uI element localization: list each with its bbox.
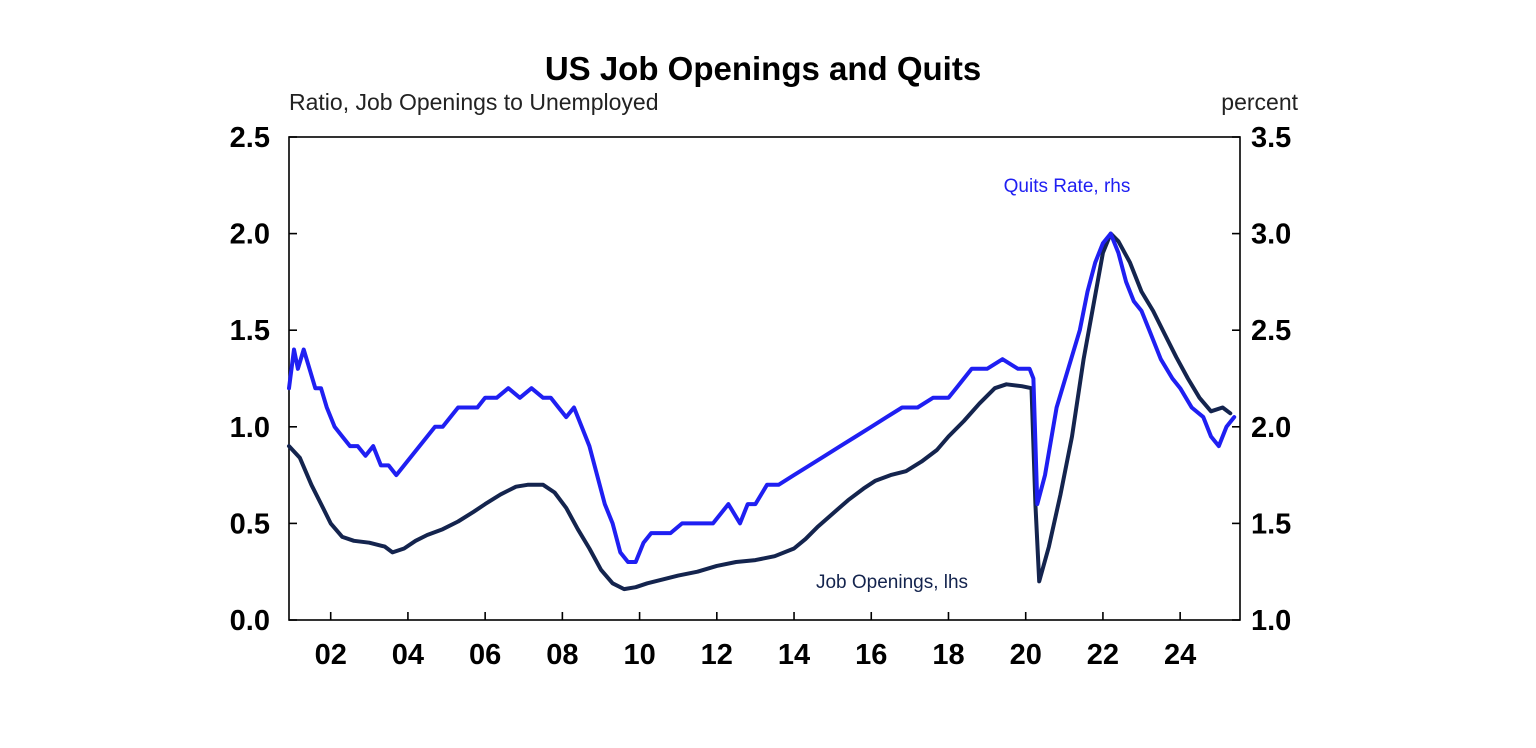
right-y-axis: 1.0 1.5 2.0 2.5 3.0 3.5 (1232, 122, 1291, 637)
right-y-tick-label: 1.0 (1251, 605, 1291, 637)
left-y-tick-label: 1.0 (230, 412, 270, 444)
x-tick-label: 10 (623, 639, 655, 671)
quits-rate-annotation: Quits Rate, rhs (1004, 176, 1131, 197)
x-tick-label: 16 (855, 639, 887, 671)
left-y-tick-label: 0.5 (230, 508, 270, 540)
left-y-tick-label: 2.5 (230, 122, 270, 154)
x-tick-label: 14 (778, 639, 810, 671)
x-tick-label: 04 (392, 639, 424, 671)
right-axis-label: percent (1221, 89, 1298, 115)
x-tick-label: 12 (701, 639, 733, 671)
chart-title: US Job Openings and Quits (545, 50, 981, 87)
job-openings-line (287, 231, 1233, 592)
job-openings-annotation: Job Openings, lhs (816, 572, 968, 593)
left-y-tick-label: 0.0 (230, 605, 270, 637)
quits-rate-line (287, 231, 1237, 564)
x-tick-label: 22 (1087, 639, 1119, 671)
right-y-tick-label: 1.5 (1251, 508, 1291, 540)
x-tick-label: 02 (315, 639, 347, 671)
x-tick-label: 24 (1164, 639, 1196, 671)
plot-frame (288, 136, 1241, 621)
x-tick-label: 18 (932, 639, 964, 671)
left-y-tick-label: 1.5 (230, 315, 270, 347)
x-tick-label: 20 (1010, 639, 1042, 671)
x-axis: 02 04 06 08 10 12 14 16 18 20 22 24 (315, 612, 1196, 671)
x-tick-label: 06 (469, 639, 501, 671)
right-y-tick-label: 3.5 (1251, 122, 1291, 154)
right-y-tick-label: 2.5 (1251, 315, 1291, 347)
left-y-axis: 0.0 0.5 1.0 1.5 2.0 2.5 (230, 122, 297, 637)
right-y-tick-label: 3.0 (1251, 219, 1291, 251)
x-tick-label: 08 (546, 639, 578, 671)
left-axis-label: Ratio, Job Openings to Unemployed (289, 89, 659, 115)
right-y-tick-label: 2.0 (1251, 412, 1291, 444)
left-y-tick-label: 2.0 (230, 219, 270, 251)
series-lines (287, 231, 1237, 592)
